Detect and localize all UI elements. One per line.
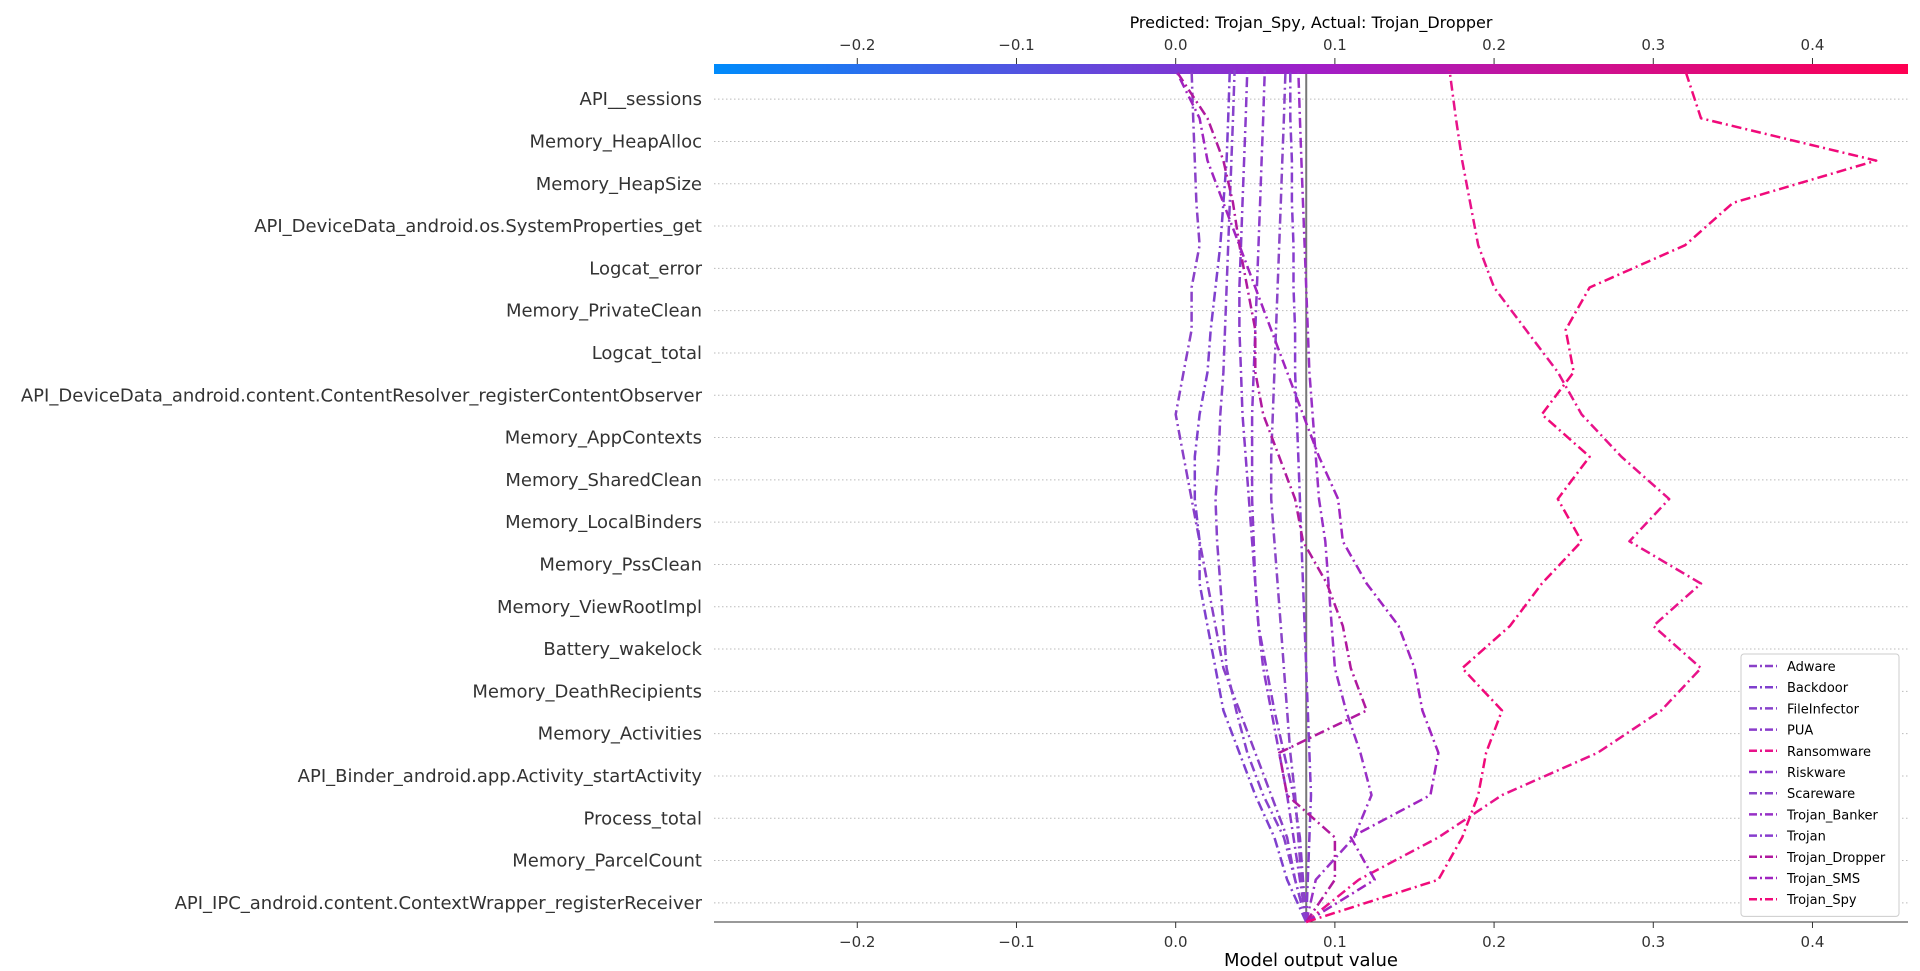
- series-line-riskware: [1250, 69, 1308, 923]
- top-tick-label: 0.0: [1164, 36, 1188, 54]
- feature-label: Memory_SharedClean: [505, 470, 702, 491]
- feature-label: Memory_PssClean: [539, 554, 702, 575]
- bottom-tick-label: 0.3: [1641, 933, 1665, 951]
- bottom-tick-label: −0.2: [839, 933, 875, 951]
- legend-entry: Backdoor: [1787, 681, 1849, 696]
- legend-entry: Ransomware: [1787, 745, 1871, 760]
- legend-entry: Trojan_Dropper: [1786, 851, 1886, 866]
- colorbar: [714, 64, 1908, 74]
- feature-label: Memory_ViewRootImpl: [497, 597, 702, 618]
- legend-entry: Trojan_SMS: [1786, 872, 1860, 887]
- bottom-tick-label: 0.4: [1801, 933, 1825, 951]
- bottom-axis-ticks: −0.2 −0.1 0.0 0.1 0.2 0.3 0.4: [839, 922, 1824, 951]
- top-axis-ticks: −0.2 −0.1 0.0 0.1 0.2 0.3 0.4: [839, 36, 1824, 64]
- bottom-tick-label: 0.2: [1482, 933, 1506, 951]
- top-tick-label: 0.1: [1323, 36, 1347, 54]
- feature-label: Memory_Activities: [538, 724, 702, 745]
- feature-label: API_DeviceData_android.content.ContentRe…: [21, 385, 703, 406]
- bottom-tick-label: 0.0: [1164, 933, 1188, 951]
- legend-entry: Riskware: [1787, 766, 1846, 781]
- series-line-backdoor: [1193, 69, 1308, 923]
- feature-label: Memory_PrivateClean: [506, 301, 702, 322]
- feature-label: Battery_wakelock: [543, 639, 702, 660]
- feature-label: API_DeviceData_android.os.SystemProperti…: [254, 216, 702, 237]
- series-line-trojan: [1289, 70, 1313, 923]
- series-line-trojan-banker: [1297, 69, 1373, 923]
- feature-label: Memory_ParcelCount: [512, 851, 702, 872]
- legend-entry: Adware: [1787, 660, 1836, 675]
- legend-entry: Trojan: [1786, 830, 1826, 845]
- legend-entry: Scareware: [1787, 787, 1855, 802]
- bottom-tick-label: −0.1: [998, 933, 1034, 951]
- top-tick-label: −0.1: [998, 36, 1034, 54]
- feature-label: Process_total: [584, 808, 702, 829]
- legend: Adware Backdoor FileInfector PUA Ransomware R…: [1740, 653, 1900, 917]
- top-tick-label: 0.3: [1641, 36, 1665, 54]
- series-line-trojan-dropper: [1174, 69, 1368, 923]
- x-axis-label: Model output value: [1224, 950, 1398, 967]
- feature-label: Memory_DeathRecipients: [472, 681, 702, 702]
- feature-label: Logcat_total: [592, 343, 702, 364]
- bottom-tick-label: 0.1: [1323, 933, 1347, 951]
- series-line-scareware: [1269, 69, 1308, 923]
- legend-entry: Trojan_Banker: [1786, 808, 1879, 823]
- feature-gridlines: [714, 98, 1908, 904]
- legend-entry: PUA: [1787, 724, 1813, 739]
- top-tick-label: 0.2: [1482, 36, 1506, 54]
- legend-entry: FileInfector: [1787, 702, 1860, 717]
- series-line-adware: [1174, 69, 1308, 923]
- legend-frame: [1740, 653, 1900, 917]
- feature-label: API_Binder_android.app.Activity_startAct…: [298, 766, 703, 787]
- feature-label: Memory_LocalBinders: [505, 512, 702, 533]
- feature-labels: API__sessions Memory_HeapAlloc Memory_Heap…: [21, 89, 703, 914]
- legend-entry: Trojan_Spy: [1786, 893, 1857, 908]
- series-line-pua: [1238, 69, 1308, 923]
- top-tick-label: 0.4: [1801, 36, 1825, 54]
- chart-title: Predicted: Trojan_Spy, Actual: Trojan_Dr…: [1130, 13, 1493, 33]
- series-line-fileinfector: [1214, 69, 1308, 923]
- feature-label: API_IPC_android.content.ContextWrapper_r…: [175, 893, 703, 914]
- feature-label: Logcat_error: [589, 258, 702, 279]
- series-line-trojan-spy: [1305, 69, 1878, 924]
- top-tick-label: −0.2: [839, 36, 875, 54]
- series-line-trojan-sms: [1174, 69, 1440, 924]
- feature-label: Memory_HeapSize: [536, 174, 702, 195]
- feature-label: Memory_AppContexts: [505, 428, 702, 449]
- feature-label: API__sessions: [580, 89, 702, 110]
- feature-label: Memory_HeapAlloc: [530, 131, 703, 152]
- series-line-ransomware: [1305, 69, 1703, 923]
- series-lines: [1174, 69, 1878, 924]
